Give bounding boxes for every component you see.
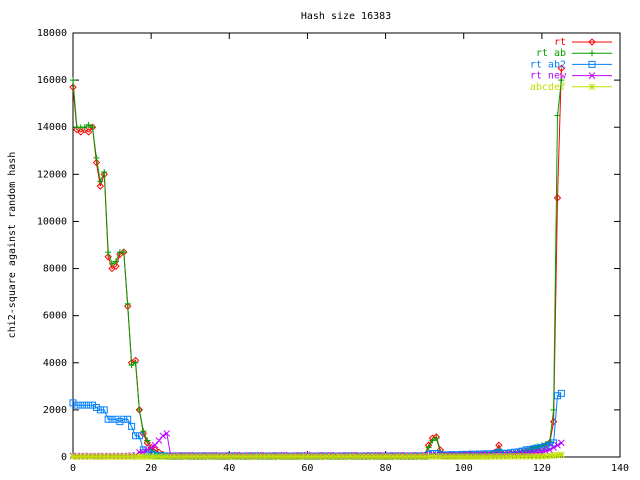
x-tick-label: 0 (70, 463, 76, 474)
y-tick-label: 12000 (37, 169, 67, 180)
legend-marker (588, 38, 596, 46)
x-tick-label: 40 (223, 463, 235, 474)
legend-label: rt (554, 37, 566, 48)
y-axis-label: chi2-square against random hash (7, 152, 18, 339)
y-tick-label: 14000 (37, 122, 67, 133)
y-tick-label: 2000 (43, 405, 67, 416)
y-tick-label: 4000 (43, 358, 67, 369)
x-tick-label: 140 (611, 463, 629, 474)
series-markers (69, 451, 565, 461)
y-tick-label: 6000 (43, 311, 67, 322)
x-tick-label: 80 (380, 463, 392, 474)
y-tick-label: 10000 (37, 216, 67, 227)
legend-label: rt ab2 (530, 59, 566, 70)
series-markers (69, 389, 565, 460)
x-tick-label: 60 (301, 463, 313, 474)
y-tick-label: 18000 (37, 28, 67, 39)
series-line (72, 80, 562, 457)
legend-label: rt new (530, 71, 567, 82)
legend-marker (588, 72, 596, 79)
chart-title: Hash size 16383 (301, 11, 391, 22)
series-markers (70, 77, 565, 460)
legend-label: abcdef (530, 82, 566, 93)
plot-frame (72, 32, 621, 458)
y-tick-label: 0 (61, 452, 67, 463)
x-tick-label: 100 (455, 463, 473, 474)
legend-marker (588, 83, 596, 91)
x-tick-label: 120 (533, 463, 551, 474)
y-tick-label: 16000 (37, 75, 67, 86)
legend-label: rt ab (536, 48, 566, 59)
y-tick-label: 8000 (43, 264, 67, 275)
x-tick-label: 20 (145, 463, 157, 474)
legend-marker (589, 50, 595, 57)
series-markers (69, 64, 566, 461)
series-line (72, 68, 562, 458)
legend-marker (588, 60, 596, 68)
